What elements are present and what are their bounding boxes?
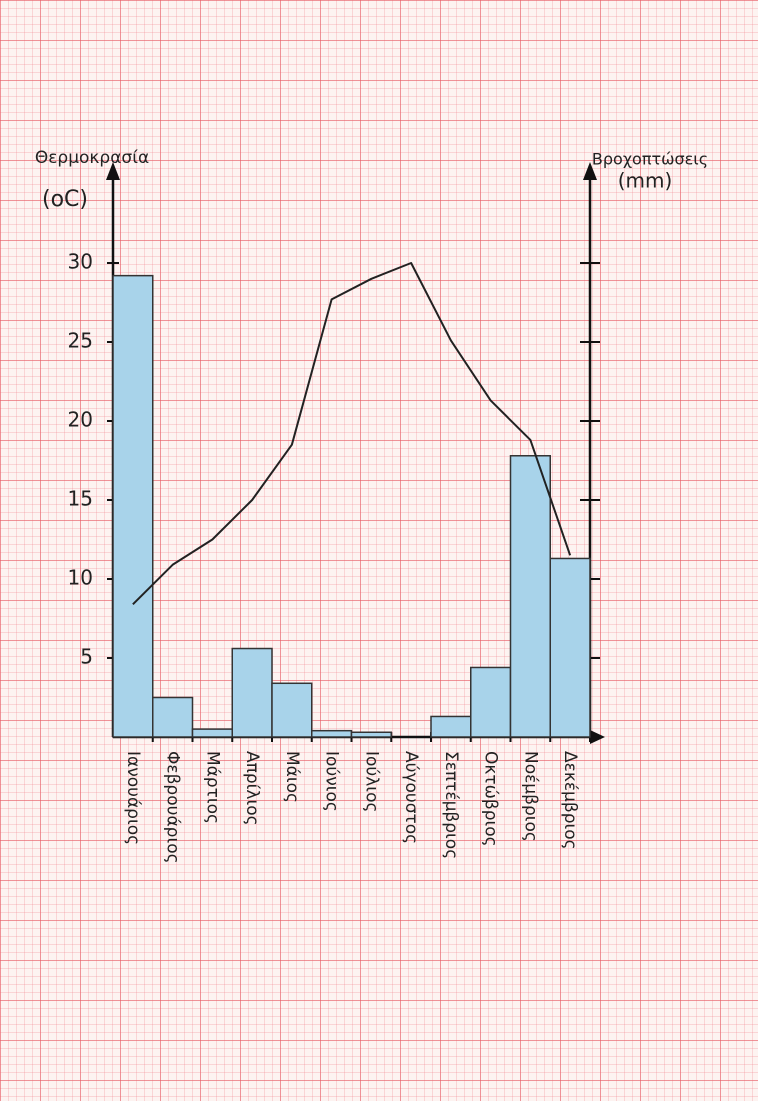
x-tick-label: Οκτώβριος [481, 751, 501, 847]
y-axis-label: Θερμοκρασία [35, 148, 149, 168]
temperature-line [133, 263, 570, 604]
x-axis-arrow [590, 730, 605, 744]
bar [113, 276, 153, 737]
bar [550, 558, 590, 737]
x-tick-label: Σεπτέμβριος [441, 751, 461, 859]
x-tick-label: Ιούνιος [322, 751, 342, 812]
y-tick-label: 20 [68, 408, 93, 432]
y-tick-label: 5 [80, 645, 93, 669]
x-tick-label: Μάιος [282, 751, 302, 803]
y-tick-label: 10 [68, 566, 93, 590]
x-tick-label: Νοέμβριος [520, 751, 540, 842]
chart: Θερμοκρασία (οC) Βροχοπτώσεις (mm) 5 10 15… [0, 0, 758, 1101]
x-tick-label: Ιούλιος [361, 751, 381, 812]
bar [232, 649, 272, 737]
bar [431, 716, 471, 737]
bar [193, 729, 233, 737]
x-tick-label: Ιανουάριος [123, 751, 143, 845]
y2-axis-unit: (mm) [618, 169, 673, 193]
page: Θερμοκρασία (οC) Βροχοπτώσεις (mm) 5 10 15… [0, 0, 758, 1101]
y-tick-label: 25 [68, 329, 93, 353]
x-tick-label: Φεβρουάριος [163, 751, 183, 864]
y2-axis-label: Βροχοπτώσεις [592, 150, 708, 169]
bar [312, 731, 352, 737]
x-tick-label: Απρίλιος [242, 751, 262, 826]
bar [352, 732, 392, 737]
bar [272, 683, 312, 737]
x-tick-label: Μάρτιος [202, 751, 222, 824]
y-axis-unit: (οC) [42, 187, 88, 212]
y-tick-label: 15 [68, 487, 93, 511]
x-tick-label: Δεκέμβριος [560, 751, 580, 850]
bar [471, 667, 511, 737]
bar [511, 456, 551, 737]
y-tick-label: 30 [68, 250, 93, 274]
bar [153, 698, 193, 738]
x-tick-label: Αύγουστος [401, 751, 421, 844]
